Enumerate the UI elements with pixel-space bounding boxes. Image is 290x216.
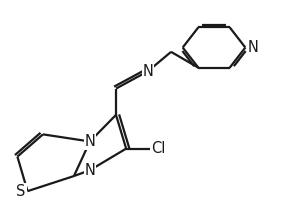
Text: N: N: [84, 163, 95, 178]
Text: N: N: [248, 40, 259, 55]
Text: S: S: [17, 184, 26, 199]
Text: N: N: [84, 134, 95, 149]
Text: Cl: Cl: [151, 141, 165, 156]
Text: N: N: [142, 64, 153, 79]
